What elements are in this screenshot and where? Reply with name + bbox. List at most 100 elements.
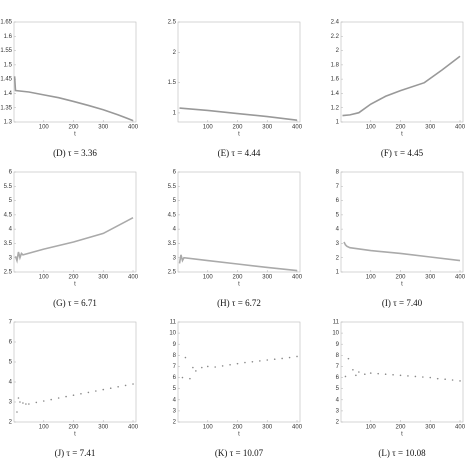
y-tick-label: 3.5 [168, 241, 177, 247]
y-tick-label: 8 [336, 170, 340, 176]
y-tick-label: 1.2 [331, 105, 340, 111]
line [178, 254, 298, 272]
y-tick-label: 7 [336, 184, 340, 190]
y-tick-label: 2 [173, 50, 177, 56]
point [19, 401, 21, 403]
y-tick-label: 8 [336, 353, 340, 359]
point [244, 361, 246, 364]
x-tick-label: 200 [69, 425, 80, 431]
y-tick-label: 7 [336, 364, 340, 370]
point [259, 360, 261, 362]
y-tick-label: 7 [9, 320, 13, 326]
x-tick-label: 400 [128, 275, 139, 281]
y-tick-label: 3 [9, 400, 13, 406]
point [444, 378, 446, 381]
y-tick-label: 4 [336, 397, 340, 403]
line [13, 76, 134, 122]
point [95, 390, 97, 392]
x-axis-label: t [401, 132, 403, 138]
y-tick-label: 7 [173, 364, 177, 370]
point [407, 375, 409, 377]
y-tick-label: 5 [173, 198, 177, 204]
point [399, 374, 402, 377]
y-tick-label: 11 [170, 320, 177, 326]
point [17, 397, 20, 399]
caption: (J) τ = 7.41 [55, 448, 96, 458]
point [22, 402, 24, 404]
x-tick-label: 100 [366, 125, 377, 131]
x-tick-label: 100 [39, 425, 50, 431]
point [57, 397, 60, 399]
y-tick-label: 4 [173, 227, 177, 233]
y-tick-label: 6 [9, 170, 13, 176]
x-axis-label: t [74, 282, 76, 288]
x-axis-label: t [238, 282, 240, 288]
y-tick-label: 1.5 [168, 80, 177, 86]
point [369, 372, 372, 374]
x-axis-label: t [238, 432, 240, 438]
caption: (D) τ = 3.36 [53, 148, 97, 158]
point [28, 403, 30, 405]
plot-frame [340, 21, 464, 123]
y-tick-label: 3.5 [4, 241, 13, 247]
x-tick-label: 300 [262, 275, 273, 281]
y-tick-label: 4.5 [4, 212, 13, 218]
point [214, 366, 216, 368]
y-tick-label: 1 [336, 270, 340, 276]
point [384, 373, 387, 376]
point [344, 375, 347, 378]
point [192, 366, 194, 369]
y-tick-label: 5 [336, 386, 340, 392]
line [179, 107, 298, 121]
caption: (H) τ = 6.72 [217, 298, 261, 308]
y-tick-label: 5 [9, 360, 13, 366]
x-tick-label: 200 [396, 125, 407, 131]
point [50, 398, 52, 401]
point [414, 375, 417, 378]
y-tick-label: 2.5 [168, 270, 177, 276]
y-tick-label: 1.35 [0, 105, 12, 111]
point [288, 356, 291, 359]
point [201, 366, 203, 369]
x-tick-label: 200 [396, 425, 407, 431]
point [189, 377, 191, 380]
y-tick-label: 5 [173, 386, 177, 392]
y-tick-label: 6 [9, 340, 13, 346]
y-tick-label: 1 [336, 120, 340, 126]
point [181, 376, 184, 379]
point [236, 362, 239, 365]
y-tick-label: 1.65 [0, 20, 12, 26]
point [65, 395, 67, 398]
caption: (F) τ = 4.45 [381, 148, 424, 158]
point [364, 373, 366, 376]
x-tick-label: 400 [455, 125, 466, 131]
caption: (G) τ = 6.71 [53, 298, 97, 308]
line [342, 55, 461, 117]
y-tick-label: 2 [336, 255, 340, 261]
y-tick-label: 3 [336, 241, 340, 247]
y-tick-label: 1.4 [331, 91, 340, 97]
y-tick-label: 6 [336, 198, 340, 204]
point [102, 388, 105, 391]
x-tick-label: 100 [366, 275, 377, 281]
plot-frame [340, 171, 464, 273]
x-tick-label: 400 [128, 425, 139, 431]
point [80, 393, 82, 395]
y-tick-label: 3 [173, 255, 177, 261]
point [109, 387, 112, 390]
y-tick-label: 4 [173, 397, 177, 403]
y-tick-label: 4 [9, 227, 13, 233]
plot-frame [13, 321, 137, 423]
x-axis-label: t [401, 432, 403, 438]
x-tick-label: 100 [39, 275, 50, 281]
y-tick-label: 1.6 [4, 34, 13, 40]
point [132, 383, 134, 385]
y-tick-label: 9 [173, 342, 177, 348]
y-tick-label: 5.5 [168, 184, 177, 190]
y-tick-label: 3 [173, 408, 177, 414]
caption: (L) τ = 10.08 [378, 448, 426, 458]
point [195, 370, 197, 372]
y-tick-label: 1.8 [331, 62, 340, 68]
x-tick-label: 300 [262, 125, 273, 131]
point [355, 374, 357, 377]
